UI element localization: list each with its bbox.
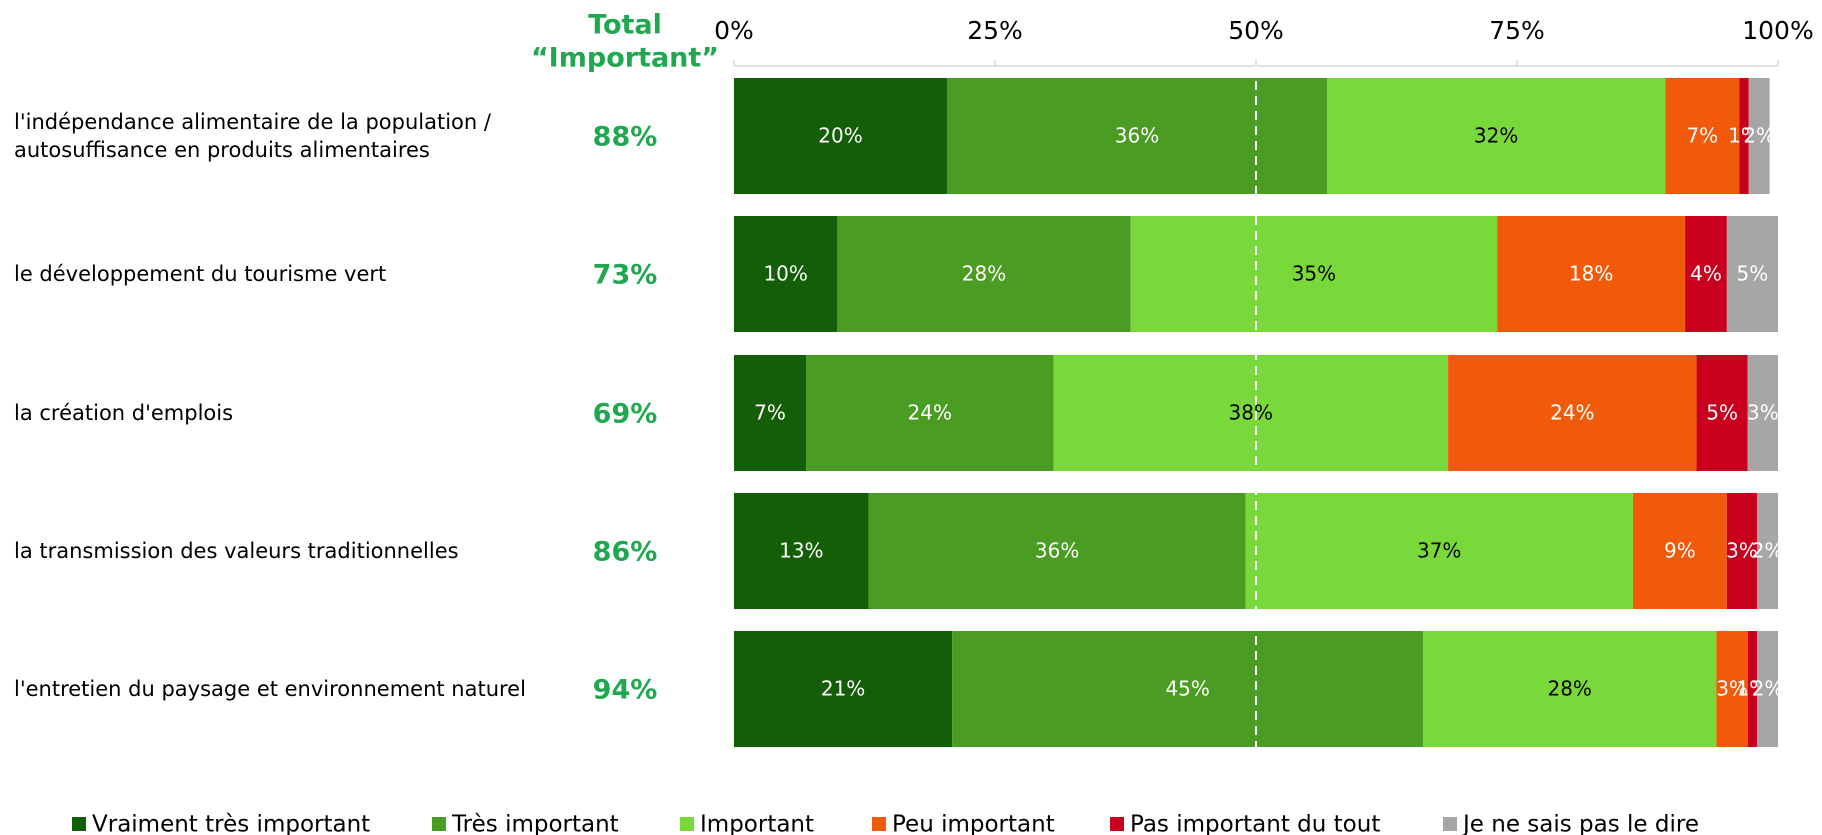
total-value: 69% xyxy=(593,399,658,430)
data-label: 24% xyxy=(1550,401,1594,425)
bar-segment xyxy=(1245,493,1633,609)
category-label: l'indépendance alimentaire de la populat… xyxy=(14,110,491,162)
data-label: 36% xyxy=(1115,124,1159,148)
legend-swatch xyxy=(1110,817,1124,831)
legend-swatch xyxy=(1443,817,1457,831)
data-label: 10% xyxy=(763,262,807,286)
bar-segment xyxy=(734,355,807,471)
bar-segment xyxy=(1757,631,1778,747)
bar-segment xyxy=(734,216,838,332)
data-label: 35% xyxy=(1292,262,1336,286)
data-label: 7% xyxy=(1686,124,1718,148)
category-label: la transmission des valeurs traditionnel… xyxy=(14,539,459,563)
data-label: 28% xyxy=(962,262,1006,286)
x-tick-label: 25% xyxy=(967,16,1023,45)
data-label: 38% xyxy=(1229,401,1273,425)
bar-segment xyxy=(1130,216,1498,332)
bar-segment xyxy=(1053,355,1449,471)
bar-segment xyxy=(1726,493,1758,609)
data-label: 32% xyxy=(1474,124,1518,148)
bar-segment xyxy=(734,78,947,194)
bar-segment xyxy=(1726,216,1778,332)
data-label: 2% xyxy=(1752,539,1784,563)
x-tick-label: 75% xyxy=(1489,16,1545,45)
x-tick-label: 0% xyxy=(714,16,754,45)
data-label: 36% xyxy=(1035,539,1079,563)
total-value: 73% xyxy=(593,260,658,291)
data-label: 24% xyxy=(908,401,952,425)
x-tick-label: 50% xyxy=(1228,16,1284,45)
bar-segment xyxy=(1739,78,1749,194)
data-label: 3% xyxy=(1716,677,1748,701)
bar-segment xyxy=(946,78,1327,194)
bar-segment xyxy=(1326,78,1666,194)
data-label: 4% xyxy=(1690,262,1722,286)
bar-segment xyxy=(1747,355,1778,471)
data-label: 21% xyxy=(821,677,865,701)
legend-label: Important xyxy=(700,812,814,835)
data-label: 37% xyxy=(1417,539,1461,563)
data-label: 20% xyxy=(818,124,862,148)
legend-label: Très important xyxy=(451,812,619,835)
bar-segment xyxy=(837,216,1131,332)
legend-label: Pas important du tout xyxy=(1130,812,1380,835)
bar-segment xyxy=(1665,78,1740,194)
legend-swatch xyxy=(72,817,86,831)
data-label: 28% xyxy=(1547,677,1591,701)
bar-segment xyxy=(734,631,953,747)
bar-segment xyxy=(1685,216,1727,332)
total-header: Total xyxy=(588,10,662,41)
total-value: 86% xyxy=(593,537,658,568)
bar-segment xyxy=(1747,631,1758,747)
bar-segment xyxy=(868,493,1246,609)
legend-swatch xyxy=(872,817,886,831)
bar-segment xyxy=(1423,631,1717,747)
data-label: 5% xyxy=(1706,401,1738,425)
category-label: l'entretien du paysage et environnement … xyxy=(14,677,526,701)
bar-segment xyxy=(1748,78,1770,194)
category-label: le développement du tourisme vert xyxy=(14,262,387,286)
bar-segment xyxy=(1497,216,1686,332)
data-label: 3% xyxy=(1747,401,1779,425)
total-value: 94% xyxy=(593,675,658,706)
bar-segment xyxy=(1757,493,1778,609)
legend-label: Je ne sais pas le dire xyxy=(1461,812,1699,835)
bar-segment xyxy=(1716,631,1748,747)
bar-segment xyxy=(1448,355,1697,471)
bar-segment xyxy=(734,493,869,609)
total-header: “Important” xyxy=(531,43,719,74)
data-label: 5% xyxy=(1737,262,1769,286)
total-value: 88% xyxy=(593,122,658,153)
legend-swatch xyxy=(432,817,446,831)
data-label: 45% xyxy=(1165,677,1209,701)
x-tick-label: 100% xyxy=(1742,16,1813,45)
legend-label: Vraiment très important xyxy=(92,812,370,835)
bar-segment xyxy=(806,355,1054,471)
bar-segment xyxy=(1632,493,1727,609)
data-label: 9% xyxy=(1664,539,1696,563)
legend-swatch xyxy=(680,817,694,831)
legend-label: Peu important xyxy=(892,812,1055,835)
bar-segment xyxy=(1696,355,1748,471)
data-label: 7% xyxy=(754,401,786,425)
data-label: 2% xyxy=(1752,677,1784,701)
category-label: la création d'emplois xyxy=(14,401,234,425)
data-label: 2% xyxy=(1743,124,1775,148)
bar-segment xyxy=(952,631,1424,747)
data-label: 18% xyxy=(1569,262,1613,286)
data-label: 3% xyxy=(1726,539,1758,563)
data-label: 13% xyxy=(779,539,823,563)
